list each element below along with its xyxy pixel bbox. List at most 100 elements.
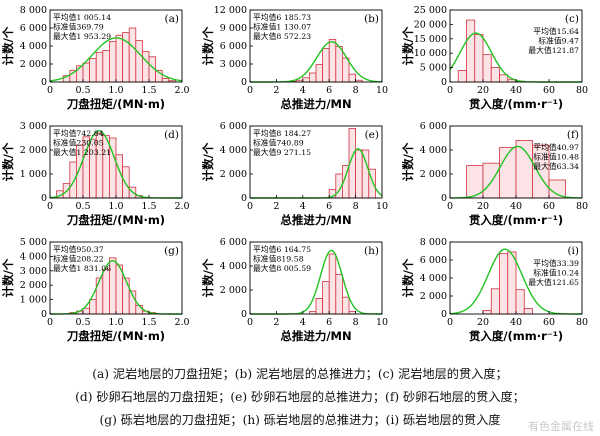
x-axis-title: 总推进力/MN xyxy=(280,97,351,111)
stats-text: 标准值10.48 xyxy=(533,152,579,162)
histogram-bar xyxy=(474,34,484,83)
histogram-bar xyxy=(302,77,310,83)
x-tick-label: 0 xyxy=(247,201,253,212)
stats-text: 最大值63.34 xyxy=(533,161,579,171)
x-tick-label: 20 xyxy=(477,85,489,96)
histogram-bar xyxy=(548,179,566,199)
stats-text: 标准值10.24 xyxy=(533,268,579,278)
stats-text: 最大值8 572.23 xyxy=(253,31,311,41)
y-tick-label: 4 000 xyxy=(420,273,447,284)
y-tick-label: 4 000 xyxy=(420,145,447,156)
x-tick-label: 8 xyxy=(353,317,359,328)
x-tick-label: 40 xyxy=(510,85,522,96)
histogram-bar xyxy=(328,39,337,83)
histogram-bar xyxy=(499,74,509,83)
histogram-bar xyxy=(322,281,330,315)
stats-text: 平均值33.39 xyxy=(533,258,579,268)
panel-label: (i) xyxy=(567,245,579,257)
y-tick-label: 0 xyxy=(41,193,47,204)
histogram-bar xyxy=(69,161,77,199)
y-tick-label: 2 000 xyxy=(420,291,447,302)
y-tick-label: 2 000 xyxy=(420,169,447,180)
x-tick-label: 0.5 xyxy=(75,317,90,328)
x-tick-label: 1.5 xyxy=(141,85,156,96)
stats-text: 标准值1 130.07 xyxy=(253,22,311,32)
histogram-bar xyxy=(95,51,104,83)
y-tick-label: 3 000 xyxy=(220,59,247,70)
x-tick-label: 2.0 xyxy=(174,201,189,212)
y-tick-label: 4 000 xyxy=(220,145,247,156)
y-tick-label: 0 xyxy=(241,193,247,204)
y-tick-label: 8 000 xyxy=(420,237,447,248)
panel-label: (e) xyxy=(365,129,379,141)
x-tick-label: 0.5 xyxy=(75,85,90,96)
x-tick-label: 0.5 xyxy=(75,201,90,212)
y-tick-label: 6 000 xyxy=(220,41,247,52)
watermark: 有色金属在线 xyxy=(528,420,594,433)
histogram-bar xyxy=(348,73,356,83)
x-tick-label: 10 xyxy=(376,317,388,328)
plot-frame xyxy=(249,241,383,315)
stats-text: 标准值819.58 xyxy=(253,254,304,264)
y-tick-label: 5 000 xyxy=(420,63,447,74)
caption-line-1: (a) 泥岩地层的刀盘扭矩；(b) 泥岩地层的总推进力；(c) 泥岩地层的贯入度… xyxy=(92,367,508,381)
y-tick-label: 0 xyxy=(241,309,247,320)
histogram-bar xyxy=(308,72,317,83)
histogram-bar xyxy=(115,34,123,83)
y-axis-title: 计数/个 xyxy=(401,142,415,181)
histogram-bar xyxy=(161,78,170,83)
histogram-bar xyxy=(341,57,350,83)
x-tick-label: 0 xyxy=(47,85,53,96)
y-tick-label: 9 000 xyxy=(220,23,247,34)
x-tick-label: 6 xyxy=(326,317,332,328)
histogram-bar xyxy=(482,309,492,315)
histogram-bar xyxy=(89,299,97,315)
x-tick-label: 1.5 xyxy=(141,201,156,212)
y-tick-label: 8 000 xyxy=(20,5,47,16)
x-tick-label: 0 xyxy=(247,317,253,328)
x-tick-label: 60 xyxy=(543,201,555,212)
stats-text: 平均值15.64 xyxy=(533,26,579,36)
x-tick-label: 4 xyxy=(300,201,306,212)
x-tick-label: 4 xyxy=(300,317,306,328)
y-tick-label: 0 xyxy=(241,77,247,88)
histogram-bar xyxy=(341,296,350,315)
chart-panel-b: 0 2 4 6 8 10 0 3 000 6 000 9 000 12 000 总推进力/MN 计数/个… xyxy=(201,5,388,111)
stats-text: 标准值369.79 xyxy=(53,22,104,32)
histogram-bar xyxy=(141,51,150,83)
chart-panel-i: 0 20 40 60 80 0 2 000 4 000 6 000 8 000 贯入度/(mm·r⁻… xyxy=(401,237,588,343)
x-tick-label: 80 xyxy=(576,201,588,212)
x-tick-label: 8 xyxy=(353,85,359,96)
x-tick-label: 80 xyxy=(576,85,588,96)
stats-text: 标准值9.47 xyxy=(538,36,579,46)
x-axis-title: 刀盘扭矩/(MN·m) xyxy=(67,97,165,111)
y-tick-label: 2 000 xyxy=(20,280,47,291)
histogram-bar xyxy=(490,288,500,315)
panel-label: (b) xyxy=(364,13,379,25)
normal-fit-curve xyxy=(49,37,183,82)
histogram-bar xyxy=(95,277,104,315)
x-tick-label: 80 xyxy=(576,317,588,328)
x-tick-label: 60 xyxy=(543,85,555,96)
y-axis-title: 计数/个 xyxy=(401,258,415,297)
histogram-bar xyxy=(102,135,110,199)
stats-text: 标准值230.05 xyxy=(53,138,104,148)
y-tick-label: 3 000 xyxy=(20,121,47,132)
histogram-bar xyxy=(335,46,343,83)
y-tick-label: 1 000 xyxy=(20,169,47,180)
y-tick-label: 2 000 xyxy=(20,59,47,70)
normal-fit-curve xyxy=(449,145,583,199)
x-tick-label: 2 xyxy=(273,201,279,212)
y-tick-label: 6 000 xyxy=(420,255,447,266)
x-tick-label: 40 xyxy=(510,201,522,212)
y-axis-title: 计数/个 xyxy=(401,26,415,65)
histogram-bar xyxy=(490,67,500,83)
stats-text: 标准值208.22 xyxy=(53,254,104,264)
y-tick-label: 3 000 xyxy=(20,266,47,277)
histogram-bar xyxy=(135,40,143,83)
panel-label: (a) xyxy=(165,13,179,25)
histogram-bar xyxy=(523,308,533,315)
x-axis-title: 刀盘扭矩/(MN·m) xyxy=(67,329,165,343)
stats-text: 平均值742.84 xyxy=(53,128,104,138)
